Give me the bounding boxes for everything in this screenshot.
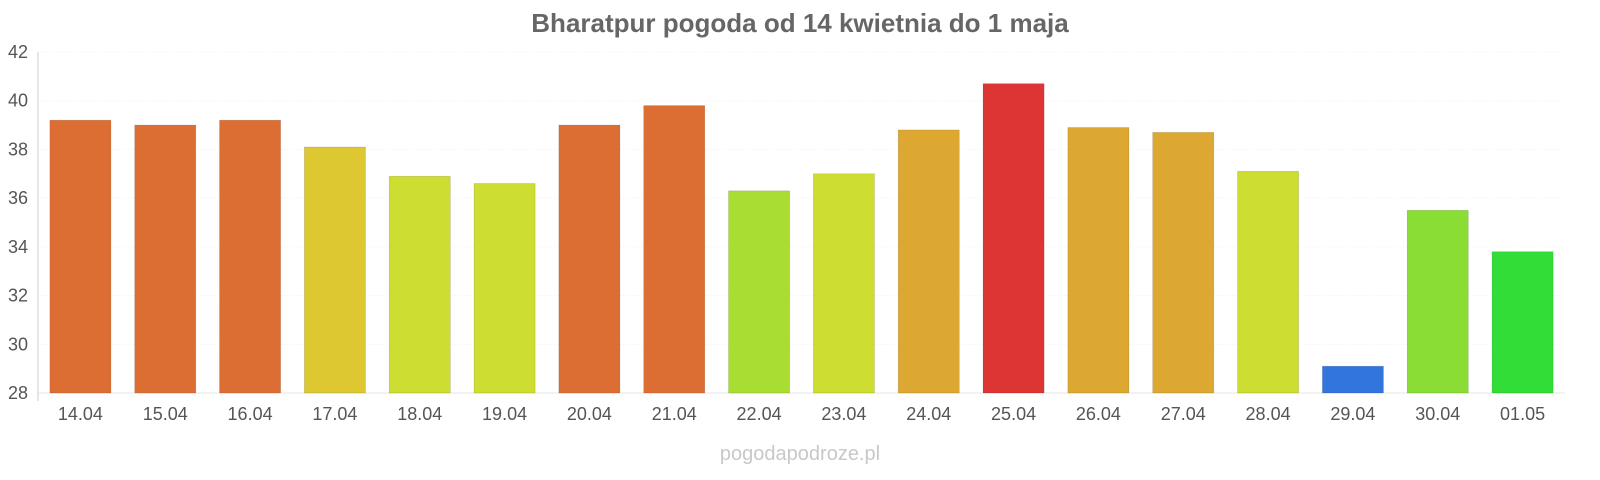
- bar-28.04: [1237, 171, 1299, 394]
- bar-18.04: [388, 175, 451, 394]
- y-tick-labels: 28 30 32 34 36 38 40 42: [8, 42, 28, 403]
- bar-27.04: [1152, 132, 1215, 394]
- bars: [49, 83, 1554, 394]
- x-tick-labels: 14.04 15.04 16.04 17.04 18.04 19.04 20.04 21.04…: [58, 404, 1545, 424]
- x-tick-label: 26.04: [1076, 404, 1121, 424]
- bar-26.04: [1067, 127, 1130, 394]
- y-tick-label: 40: [8, 91, 28, 111]
- y-tick-label: 28: [8, 383, 28, 403]
- x-tick-label: 21.04: [652, 404, 697, 424]
- x-tick-label: 18.04: [397, 404, 442, 424]
- x-tick-label: 19.04: [482, 404, 527, 424]
- x-tick-label: 25.04: [991, 404, 1036, 424]
- y-tick-label: 36: [8, 188, 28, 208]
- bar-14.04: [49, 119, 112, 394]
- bar-23.04: [813, 173, 875, 394]
- x-tick-label: 29.04: [1330, 404, 1375, 424]
- y-tick-label: 30: [8, 334, 28, 354]
- bar-01.05: [1491, 251, 1554, 394]
- bar-30.04: [1406, 210, 1469, 394]
- x-tick-label: 22.04: [737, 404, 782, 424]
- axes: [37, 52, 1565, 401]
- source-watermark: pogodapodroze.pl: [720, 443, 880, 465]
- bar-19.04: [473, 183, 536, 394]
- bar-21.04: [643, 105, 706, 394]
- x-tick-label: 14.04: [58, 404, 103, 424]
- bar-16.04: [219, 119, 281, 394]
- x-tick-label: 27.04: [1161, 404, 1206, 424]
- chart-title: Bharatpur pogoda od 14 kwietnia do 1 maj…: [531, 8, 1069, 38]
- y-tick-label: 34: [8, 237, 28, 257]
- bar-29.04: [1322, 365, 1384, 394]
- bar-22.04: [728, 190, 790, 394]
- y-tick-label: 32: [8, 286, 28, 306]
- x-tick-label: 30.04: [1415, 404, 1460, 424]
- x-tick-label: 16.04: [228, 404, 273, 424]
- y-tick-label: 42: [8, 42, 28, 62]
- x-tick-label: 01.05: [1500, 404, 1545, 424]
- x-tick-label: 20.04: [567, 404, 612, 424]
- x-tick-label: 23.04: [821, 404, 866, 424]
- x-tick-label: 15.04: [143, 404, 188, 424]
- bar-24.04: [897, 129, 960, 394]
- bar-25.04: [982, 83, 1045, 394]
- x-tick-label: 28.04: [1246, 404, 1291, 424]
- bar-20.04: [558, 124, 621, 394]
- bar-17.04: [304, 146, 366, 394]
- x-tick-label: 17.04: [312, 404, 357, 424]
- grid-lines: [38, 51, 1565, 345]
- bar-15.04: [134, 124, 197, 394]
- y-tick-label: 38: [8, 139, 28, 159]
- x-tick-label: 24.04: [906, 404, 951, 424]
